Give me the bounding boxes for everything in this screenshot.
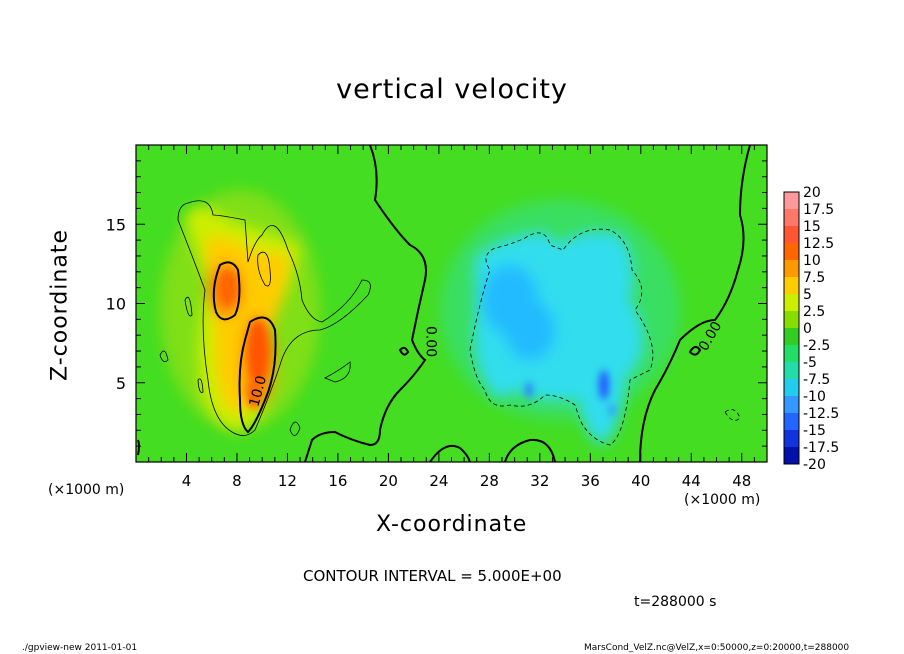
colorbar-swatch — [784, 430, 799, 447]
colorbar-swatch — [784, 277, 799, 294]
contour-interval-label: CONTOUR INTERVAL = 5.000E+00 — [303, 567, 562, 585]
colorbar-swatch — [784, 243, 799, 260]
y-tick-label: 10 — [106, 295, 126, 314]
colorbar-swatch — [784, 396, 799, 413]
chart-title: vertical velocity — [336, 74, 568, 105]
colorbar-swatch — [784, 209, 799, 226]
colorbar-label: 7.5 — [803, 270, 825, 286]
x-tick-label: 8 — [232, 472, 242, 490]
colorbar-label: 15 — [803, 219, 821, 235]
x-tick-label: 20 — [379, 472, 398, 490]
contour-lines-negative — [469, 228, 741, 446]
colorbar-label: -15 — [803, 423, 826, 439]
x-tick-label: 32 — [530, 472, 549, 490]
colorbar-swatch — [784, 447, 799, 464]
x-unit-label-right: (×1000 m) — [684, 492, 761, 508]
colorbar-label: 2.5 — [803, 304, 825, 320]
colorbar-label: -7.5 — [803, 372, 830, 388]
colorbar-swatch — [784, 362, 799, 379]
colorbar-swatch — [784, 294, 799, 311]
colorbar-swatch — [784, 260, 799, 277]
colorbar-label: -10 — [803, 389, 826, 405]
colorbar-frame — [783, 191, 800, 465]
contour-label: 0.00 — [422, 326, 438, 357]
x-tick-label: 40 — [631, 472, 650, 490]
x-tick-label: 48 — [732, 472, 751, 490]
x-tick-label: 36 — [581, 472, 600, 490]
contour-lines-thick — [137, 145, 751, 462]
time-label: t=288000 s — [634, 594, 717, 610]
colorbar-label: 20 — [803, 185, 821, 201]
colorbar-label: 5 — [803, 287, 812, 303]
colorbar-label: 12.5 — [803, 236, 834, 252]
x-tick-label: 4 — [182, 472, 192, 490]
colorbar-label: 10 — [803, 253, 821, 269]
colorbar-swatch — [784, 413, 799, 430]
footer-left: ./gpview-new 2011-01-01 — [22, 643, 138, 653]
colorbar-swatch — [784, 192, 799, 209]
x-tick-label: 44 — [682, 472, 701, 490]
colorbar-label: -20 — [803, 457, 826, 473]
colorbar-swatch — [784, 311, 799, 328]
colorbar-label: 0 — [803, 321, 812, 337]
velocity-field — [136, 145, 767, 462]
x-tick-label: 16 — [328, 472, 347, 490]
colorbar-swatch — [784, 226, 799, 243]
colorbar-label: -17.5 — [803, 440, 839, 456]
y-tick-label: 5 — [116, 374, 126, 393]
x-tick-label: 12 — [278, 472, 297, 490]
y-tick-label: 15 — [106, 215, 126, 234]
colorbar-swatch — [784, 379, 799, 396]
x-tick-label: 24 — [429, 472, 448, 490]
x-unit-label-left: (×1000 m) — [48, 482, 125, 498]
colorbar-label: 17.5 — [803, 202, 834, 218]
colorbar: 2017.51512.5107.552.50-2.5-5-7.5-10-12.5… — [783, 185, 839, 473]
colorbar-label: -2.5 — [803, 338, 830, 354]
x-tick-label: 28 — [480, 472, 499, 490]
contour-lines-thin — [159, 200, 371, 436]
contour-label: 10.0 — [247, 374, 271, 408]
colorbar-swatch — [784, 328, 799, 345]
colorbar-swatch — [784, 345, 799, 362]
colorbar-label: -12.5 — [803, 406, 839, 422]
colorbar-label: -5 — [803, 355, 817, 371]
x-axis-label: X-coordinate — [376, 512, 528, 537]
footer-right: MarsCond_VelZ.nc@VelZ,x=0:50000,z=0:2000… — [584, 643, 850, 653]
